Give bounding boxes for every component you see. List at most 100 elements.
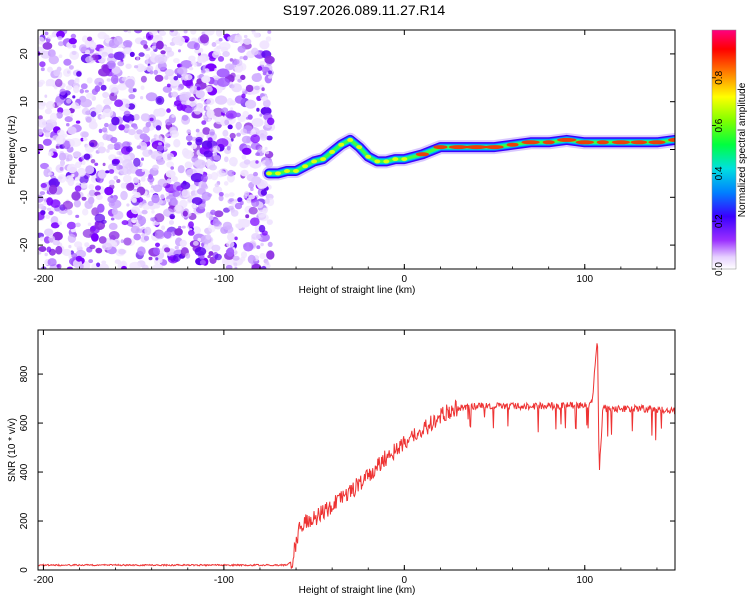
noise-blob bbox=[251, 263, 262, 269]
noise-blob bbox=[125, 103, 130, 109]
noise-blob bbox=[166, 161, 175, 168]
noise-blob bbox=[193, 62, 198, 67]
noise-blob bbox=[204, 30, 215, 36]
noise-blob bbox=[138, 202, 143, 208]
noise-blob bbox=[88, 196, 95, 205]
noise-blob bbox=[256, 245, 261, 250]
noise-blob bbox=[123, 237, 132, 246]
ridge-peak bbox=[465, 145, 488, 150]
noise-blob bbox=[157, 178, 167, 188]
noise-blob bbox=[174, 228, 183, 236]
noise-blob bbox=[102, 98, 113, 106]
x-tick-label: 100 bbox=[576, 274, 593, 285]
noise-blob bbox=[250, 187, 254, 191]
noise-blob bbox=[128, 87, 135, 94]
noise-blob bbox=[46, 246, 52, 253]
noise-blob bbox=[151, 45, 156, 50]
noise-blob bbox=[194, 159, 207, 169]
noise-blob bbox=[190, 172, 204, 183]
ridge-peak bbox=[630, 140, 648, 145]
noise-blob bbox=[175, 96, 180, 101]
noise-blob bbox=[38, 194, 44, 203]
noise-blob bbox=[184, 107, 193, 114]
noise-blob bbox=[173, 36, 185, 46]
noise-blob bbox=[217, 56, 225, 62]
ridge-peak bbox=[383, 159, 390, 164]
noise-blob bbox=[108, 169, 115, 174]
noise-blob bbox=[209, 131, 215, 136]
noise-blob bbox=[159, 30, 167, 36]
noise-blob bbox=[125, 78, 135, 88]
noise-blob bbox=[153, 247, 160, 256]
noise-blob bbox=[142, 36, 146, 40]
noise-blob bbox=[255, 72, 262, 79]
noise-blob bbox=[265, 36, 272, 42]
noise-blob bbox=[241, 93, 246, 99]
noise-blob bbox=[240, 128, 248, 135]
noise-blob bbox=[100, 84, 107, 91]
snr-series-line bbox=[38, 343, 675, 569]
noise-blob bbox=[58, 54, 63, 58]
noise-blob bbox=[79, 264, 84, 269]
noise-blob bbox=[101, 260, 107, 265]
noise-blob bbox=[251, 118, 264, 127]
noise-blob bbox=[127, 103, 136, 110]
noise-blob bbox=[234, 202, 243, 210]
noise-blob bbox=[97, 146, 107, 154]
noise-blob bbox=[136, 145, 142, 150]
noise-blob bbox=[255, 160, 259, 164]
noise-blob bbox=[240, 251, 248, 259]
noise-blob bbox=[261, 66, 270, 73]
noise-blob bbox=[265, 150, 270, 155]
noise-blob bbox=[155, 242, 160, 247]
noise-blob bbox=[188, 221, 194, 229]
noise-blob bbox=[55, 135, 66, 145]
noise-blob bbox=[228, 205, 234, 211]
noise-blob bbox=[253, 32, 260, 38]
noise-blob bbox=[193, 106, 202, 115]
noise-blob bbox=[66, 266, 74, 269]
noise-blob bbox=[79, 174, 89, 184]
noise-blob bbox=[145, 92, 158, 102]
noise-blob bbox=[38, 101, 46, 110]
noise-blob bbox=[188, 66, 194, 71]
noise-blob bbox=[222, 221, 233, 231]
noise-blob bbox=[215, 95, 228, 105]
noise-blob bbox=[267, 241, 273, 247]
noise-blob bbox=[248, 206, 258, 215]
noise-blob bbox=[151, 194, 160, 204]
noise-blob bbox=[164, 75, 169, 80]
noise-blob bbox=[80, 98, 92, 108]
noise-blob bbox=[233, 262, 238, 267]
noise-blob bbox=[48, 184, 58, 195]
noise-blob bbox=[135, 196, 144, 203]
noise-blob bbox=[212, 218, 221, 227]
noise-blob bbox=[140, 40, 148, 46]
noise-blob bbox=[214, 68, 218, 72]
noise-blob bbox=[173, 58, 180, 64]
noise-blob bbox=[162, 85, 172, 93]
noise-blob bbox=[75, 120, 81, 124]
noise-blob bbox=[104, 186, 114, 196]
noise-blob bbox=[80, 182, 88, 189]
noise-blob bbox=[207, 255, 211, 259]
noise-blob bbox=[267, 30, 272, 34]
noise-blob bbox=[201, 191, 211, 201]
noise-blob bbox=[108, 222, 118, 230]
noise-blob bbox=[38, 36, 45, 45]
noise-blob bbox=[264, 146, 268, 151]
noise-blob bbox=[134, 132, 142, 140]
noise-blob bbox=[89, 244, 96, 250]
noise-blob bbox=[193, 42, 200, 51]
noise-blob bbox=[189, 85, 199, 95]
colorbar: 0.0 0.2 0.4 0.6 0.8 Normalized spectral ampl… bbox=[711, 29, 748, 276]
noise-blob bbox=[183, 30, 188, 34]
ridge-peak bbox=[293, 169, 299, 173]
noise-blob bbox=[123, 30, 128, 33]
noise-blob bbox=[227, 36, 232, 41]
noise-blob bbox=[110, 136, 118, 144]
noise-blob bbox=[128, 129, 136, 136]
noise-blob bbox=[141, 145, 148, 150]
noise-blob bbox=[148, 256, 153, 261]
noise-blob bbox=[203, 101, 209, 105]
